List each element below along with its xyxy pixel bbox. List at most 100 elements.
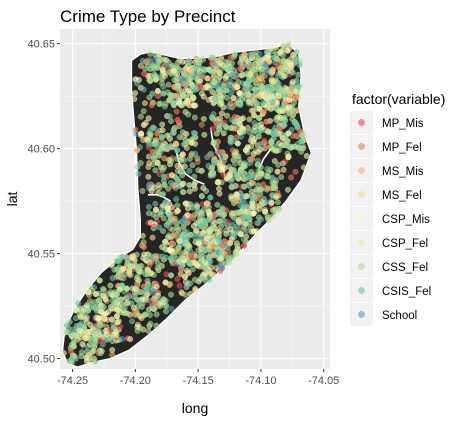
point-csis-fel	[202, 218, 209, 225]
point-css-fel	[229, 60, 236, 67]
point-ms-fel	[280, 160, 286, 167]
point-csp-mis	[250, 228, 257, 235]
point-css-fel	[223, 87, 230, 94]
y-tick-label: 40.60	[27, 144, 55, 156]
point-csp-fel	[277, 50, 283, 56]
point-css-fel	[276, 119, 283, 126]
point-csp-fel	[123, 285, 130, 292]
point-mp-mis	[117, 323, 124, 330]
point-csis-fel	[64, 322, 71, 329]
point-csp-fel	[159, 121, 166, 128]
point-css-fel	[144, 271, 151, 277]
point-csp-fel	[213, 130, 220, 137]
point-csis-fel	[269, 99, 276, 106]
point-csis-fel	[160, 83, 167, 90]
point-css-fel	[97, 350, 104, 357]
point-css-fel	[241, 176, 248, 183]
point-csp-fel	[107, 282, 114, 289]
point-mp-mis	[188, 253, 195, 260]
point-csp-fel	[132, 285, 139, 292]
legend-key-ms-mis	[358, 167, 365, 174]
y-tick-label: 40.50	[27, 354, 55, 366]
point-school	[119, 335, 126, 342]
point-csis-fel	[139, 58, 146, 64]
point-css-fel	[107, 303, 114, 310]
point-csis-fel	[186, 167, 193, 174]
point-csis-fel	[164, 143, 171, 150]
point-ms-fel	[184, 212, 191, 219]
point-csis-fel	[181, 228, 188, 235]
point-csis-fel	[114, 258, 121, 265]
point-csis-fel	[156, 224, 163, 231]
point-ms-mis	[276, 66, 283, 72]
point-csis-fel	[135, 170, 142, 177]
point-csp-fel	[233, 191, 240, 198]
point-css-fel	[210, 139, 217, 145]
point-csp-fel	[285, 154, 292, 161]
point-csis-fel	[240, 203, 247, 210]
legend-key-mp-fel	[358, 143, 365, 150]
point-ms-fel	[272, 77, 278, 84]
point-css-fel	[168, 291, 174, 298]
point-csp-mis	[114, 313, 120, 319]
point-csis-fel	[174, 176, 181, 182]
point-mp-mis	[209, 125, 216, 132]
point-ms-fel	[214, 228, 221, 235]
point-csp-fel	[162, 238, 169, 245]
point-css-fel	[216, 218, 223, 225]
point-school	[168, 305, 175, 312]
point-csp-fel	[300, 164, 307, 171]
point-css-fel	[295, 71, 302, 78]
point-csis-fel	[185, 58, 192, 64]
point-csis-fel	[69, 355, 76, 361]
point-csp-mis	[194, 262, 201, 269]
point-css-fel	[181, 70, 188, 77]
point-mp-fel	[140, 244, 147, 250]
point-css-fel	[109, 338, 116, 344]
point-csp-fel	[164, 132, 171, 139]
point-csis-fel	[196, 223, 203, 230]
point-csp-mis	[202, 259, 209, 266]
point-css-fel	[284, 137, 291, 144]
point-mp-fel	[293, 93, 300, 100]
point-csp-fel	[174, 163, 181, 169]
point-csp-fel	[207, 228, 214, 235]
point-css-fel	[96, 297, 102, 303]
point-csis-fel	[264, 165, 271, 172]
point-css-fel	[228, 125, 235, 131]
point-ms-mis	[109, 351, 116, 358]
point-css-fel	[176, 134, 183, 141]
point-css-fel	[264, 49, 271, 55]
point-csp-fel	[251, 112, 258, 119]
point-csp-mis	[186, 188, 193, 195]
point-csp-mis	[159, 67, 166, 73]
point-csis-fel	[75, 300, 82, 307]
point-css-fel	[71, 332, 77, 339]
point-ms-fel	[205, 97, 212, 103]
point-ms-mis	[166, 282, 173, 288]
point-csp-fel	[114, 319, 121, 326]
point-mp-mis	[97, 338, 104, 344]
point-css-fel	[187, 231, 194, 238]
point-csis-fel	[207, 194, 214, 201]
point-csp-fel	[82, 335, 89, 342]
point-mp-fel	[152, 299, 159, 306]
point-ms-fel	[149, 234, 156, 241]
point-csp-mis	[166, 247, 173, 254]
point-csp-mis	[190, 102, 197, 109]
point-ms-fel	[290, 51, 296, 58]
point-csp-fel	[250, 138, 257, 145]
point-csp-fel	[182, 278, 189, 285]
point-css-fel	[231, 51, 238, 58]
point-css-fel	[198, 193, 205, 200]
point-csp-fel	[93, 291, 99, 297]
point-css-fel	[168, 92, 175, 99]
point-css-fel	[113, 291, 120, 298]
point-csp-mis	[200, 93, 207, 100]
point-csp-fel	[61, 350, 67, 356]
point-css-fel	[161, 181, 168, 188]
point-css-fel	[254, 161, 261, 168]
point-csp-mis	[256, 105, 263, 112]
point-csis-fel	[237, 101, 244, 108]
crime-points	[61, 41, 310, 366]
